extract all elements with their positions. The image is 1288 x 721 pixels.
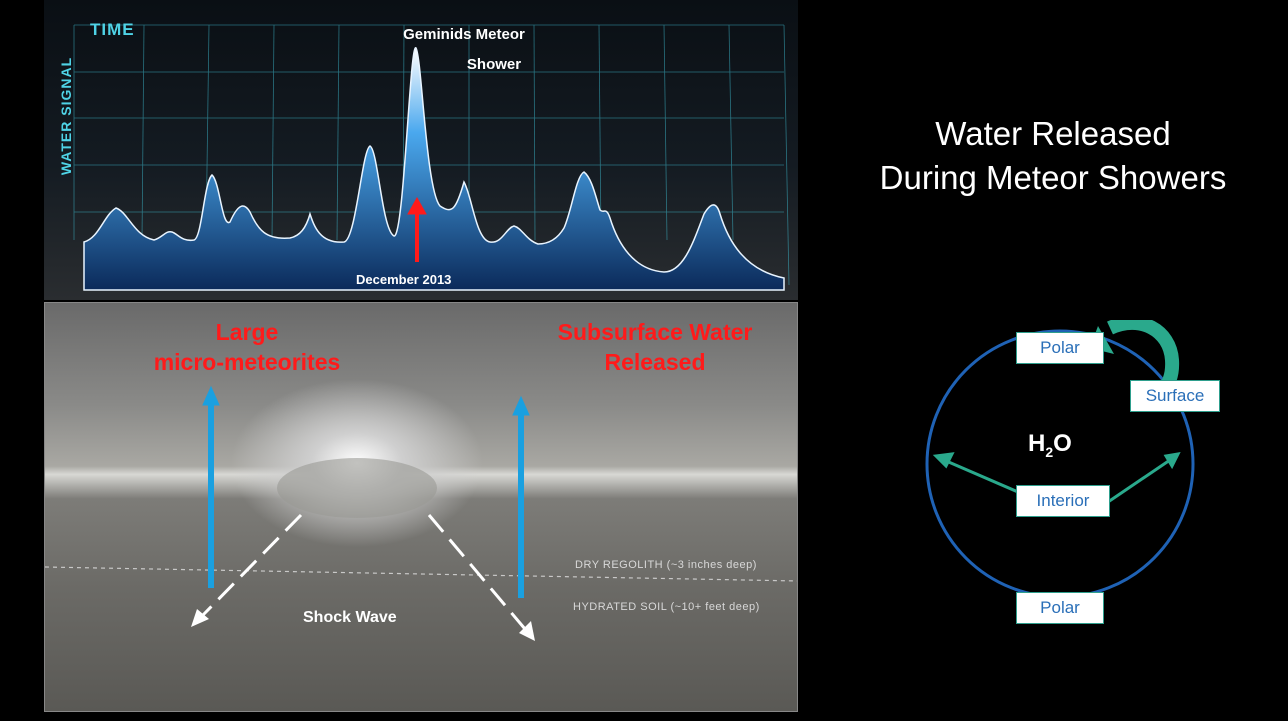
- large-label-line1: Large: [215, 319, 279, 345]
- interior-box: Interior: [1016, 485, 1110, 517]
- h2o-o: O: [1053, 430, 1072, 457]
- hydrated-soil-label: HYDRATED SOIL (~10+ feet deep): [573, 601, 760, 613]
- blue-arrow-right: [512, 395, 530, 598]
- shock-wave-label: Shock Wave: [303, 609, 397, 626]
- subsurface-water-label: Subsurface Water Released: [525, 317, 785, 377]
- chart-title-line1: Geminids Meteor: [403, 26, 525, 43]
- large-micrometeorites-label: Large micro-meteorites: [137, 317, 357, 377]
- impact-illustration: Large micro-meteorites Subsurface Water …: [44, 302, 798, 712]
- slide-title-line1: Water Released: [935, 115, 1171, 152]
- interior-arrows: [932, 452, 1181, 504]
- date-annotation: December 2013: [356, 272, 452, 287]
- chart-title: Geminids Meteor Shower: [374, 20, 554, 80]
- subsurface-label-line2: Released: [604, 349, 706, 375]
- blue-arrow-left: [202, 385, 220, 588]
- large-label-line2: micro-meteorites: [153, 349, 341, 375]
- chart-title-line2: Shower: [466, 56, 522, 73]
- layer-divider: [45, 566, 797, 582]
- polar-top-box: Polar: [1016, 332, 1104, 364]
- water-signal-chart: TIME WATER SIGNAL Geminids Meteor Shower…: [44, 0, 798, 300]
- shock-wave-arrows: [201, 513, 527, 630]
- y-axis-label: WATER SIGNAL: [58, 56, 74, 176]
- shock-arrowhead-left: [191, 609, 209, 627]
- h2o-h: H: [1028, 430, 1046, 457]
- chart-graphic: [73, 24, 790, 291]
- dry-regolith-label: DRY REGOLITH (~3 inches deep): [575, 559, 757, 571]
- h2o-label: H2O: [1028, 430, 1072, 460]
- slide-title-line2: During Meteor Showers: [879, 159, 1227, 196]
- crater-shape: [277, 458, 437, 518]
- shock-arrowhead-right: [519, 621, 535, 641]
- subsurface-label-line1: Subsurface Water: [557, 319, 753, 345]
- h2o-sub: 2: [1045, 443, 1054, 460]
- cycle-circle: [925, 329, 1195, 599]
- water-signal-curve: [83, 47, 785, 291]
- polar-bottom-box: Polar: [1016, 592, 1104, 624]
- annotation-arrow: [407, 196, 427, 262]
- impact-graphic: [45, 385, 797, 641]
- slide-title: Water Released During Meteor Showers: [838, 112, 1268, 200]
- x-axis-label: TIME: [90, 20, 135, 39]
- surface-box: Surface: [1130, 380, 1220, 412]
